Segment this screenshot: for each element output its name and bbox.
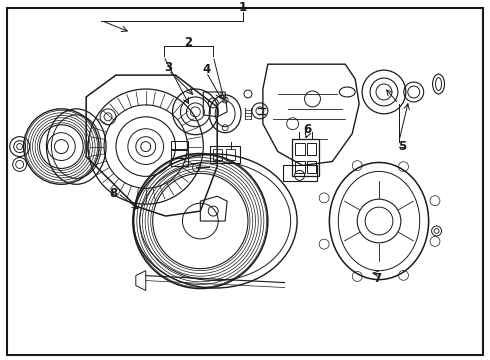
- Bar: [171, 158, 189, 166]
- Bar: [226, 149, 235, 161]
- Text: 6: 6: [303, 123, 312, 136]
- Bar: [171, 149, 189, 158]
- Text: 7: 7: [373, 272, 381, 285]
- Bar: [294, 162, 305, 174]
- Bar: [307, 143, 317, 154]
- Text: 2: 2: [184, 36, 193, 49]
- Bar: [294, 143, 305, 154]
- Bar: [171, 141, 189, 149]
- Text: 8: 8: [109, 187, 117, 200]
- Bar: [292, 139, 319, 176]
- Circle shape: [141, 141, 151, 152]
- Text: 5: 5: [398, 140, 406, 153]
- Text: 4: 4: [202, 63, 210, 76]
- Text: 1: 1: [239, 1, 247, 14]
- Bar: [210, 145, 240, 163]
- Bar: [307, 162, 317, 174]
- Text: 3: 3: [165, 61, 172, 74]
- Bar: [213, 149, 222, 161]
